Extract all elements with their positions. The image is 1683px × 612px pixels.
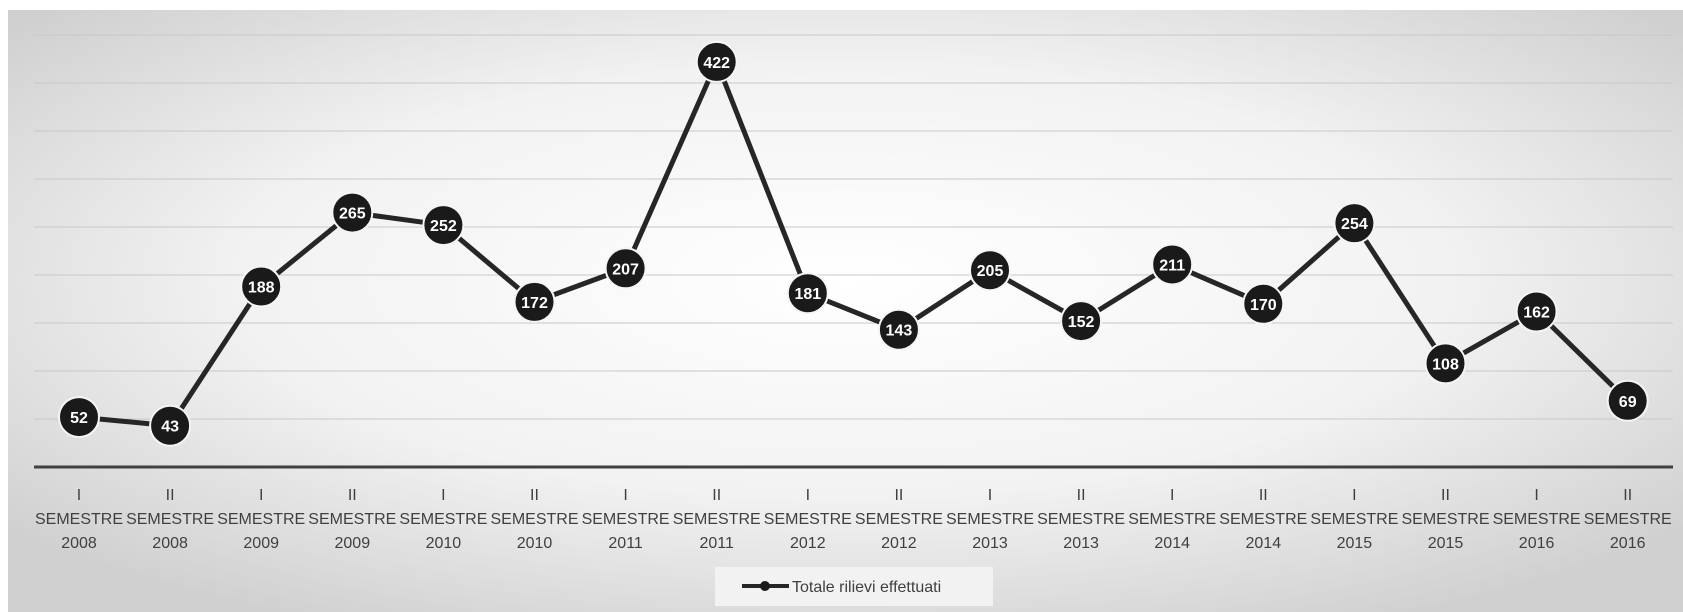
data-label: 152 [1068, 314, 1095, 331]
data-label: 52 [70, 410, 88, 427]
x-tick-label: I SEMESTRE 2009 [217, 487, 305, 552]
data-label: 188 [248, 280, 275, 297]
data-points: 52 43 188 265 252 172 207 422 181 143 205 152 211 170… [58, 40, 1649, 447]
x-tick-label: I SEMESTRE 2014 [1128, 487, 1216, 552]
data-label: 143 [886, 323, 913, 340]
data-label: 422 [703, 55, 730, 72]
data-point [1242, 282, 1285, 325]
x-tick-label: II SEMESTRE 2012 [855, 487, 943, 552]
legend-marker-swatch [760, 581, 770, 591]
x-tick-label: II SEMESTRE 2013 [1037, 487, 1125, 552]
x-tick-label: I SEMESTRE 2010 [399, 487, 487, 552]
x-tick-label: I SEMESTRE 2011 [582, 487, 670, 552]
data-label: 205 [977, 263, 1004, 280]
data-point [695, 40, 738, 83]
gridlines [34, 34, 1673, 420]
data-point [331, 191, 374, 234]
x-tick-label: I SEMESTRE 2015 [1310, 487, 1398, 552]
data-point [240, 265, 283, 308]
data-point [1151, 243, 1194, 286]
data-point [1424, 342, 1467, 385]
x-tick-label: II SEMESTRE 2010 [490, 487, 578, 552]
data-label: 69 [1619, 394, 1637, 411]
x-tick-label: II SEMESTRE 2014 [1219, 487, 1307, 552]
legend-label: Totale rilievi effettuati [792, 579, 941, 596]
x-tick-label: II SEMESTRE 2015 [1401, 487, 1489, 552]
data-label: 108 [1432, 356, 1459, 373]
data-label: 265 [339, 206, 366, 223]
data-point [1515, 290, 1558, 333]
data-point [422, 204, 465, 247]
x-tick-label: II SEMESTRE 2008 [126, 487, 214, 552]
data-label: 207 [612, 261, 639, 278]
data-label: 43 [161, 419, 179, 436]
data-point [604, 247, 647, 290]
x-tick-label: II SEMESTRE 2016 [1584, 487, 1672, 552]
data-point [513, 280, 556, 323]
data-point [58, 396, 100, 439]
legend: Totale rilievi effettuati [715, 567, 993, 606]
data-label: 181 [794, 286, 821, 303]
data-point [877, 308, 920, 351]
data-point [149, 404, 192, 447]
x-tick-label: I SEMESTRE 2013 [946, 487, 1034, 552]
x-tick-label: I SEMESTRE 2016 [1493, 487, 1581, 552]
data-label: 252 [430, 218, 457, 235]
data-point [969, 249, 1011, 292]
x-tick-label: II SEMESTRE 2009 [308, 487, 396, 552]
x-tick-label: I SEMESTRE 2008 [35, 487, 123, 552]
data-point [786, 272, 829, 315]
data-point [1333, 202, 1376, 245]
data-point [1606, 379, 1649, 422]
data-point [1060, 300, 1103, 343]
data-label: 211 [1159, 257, 1185, 274]
data-label: 162 [1523, 304, 1550, 321]
data-label: 254 [1341, 216, 1368, 233]
data-label: 172 [521, 295, 548, 312]
data-label: 170 [1250, 297, 1277, 314]
x-tick-label: I SEMESTRE 2012 [764, 487, 852, 552]
x-tick-label: II SEMESTRE 2011 [673, 487, 761, 552]
